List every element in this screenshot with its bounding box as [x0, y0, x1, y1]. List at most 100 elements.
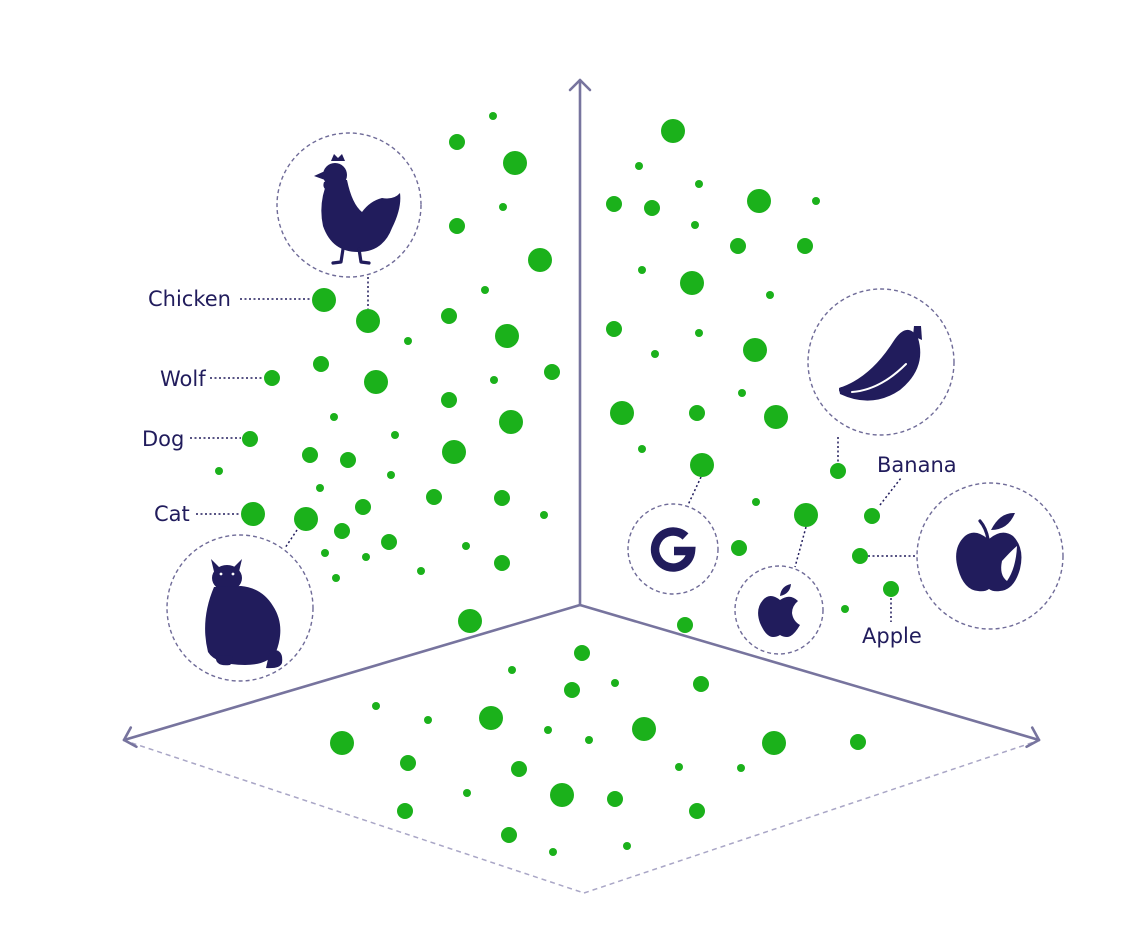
embedding-dot	[766, 291, 774, 299]
embedding-dot	[550, 783, 574, 807]
embedding-dot	[574, 645, 590, 661]
embedding-dot	[489, 112, 497, 120]
embedding-dot	[449, 134, 465, 150]
embedding-dot	[321, 549, 329, 557]
embedding-dot	[449, 218, 465, 234]
embedding-dot	[611, 679, 619, 687]
embedding-dot	[549, 848, 557, 856]
embedding-dot	[355, 499, 371, 515]
embedding-dot	[675, 763, 683, 771]
embedding-dot	[391, 431, 399, 439]
embedding-dot	[397, 803, 413, 819]
label-cat: Cat	[154, 502, 190, 526]
embedding-dot	[503, 151, 527, 175]
axes	[122, 78, 1041, 749]
leader-lines	[190, 277, 916, 622]
embedding-dot	[511, 761, 527, 777]
embedding-dot	[334, 523, 350, 539]
embedding-dot	[689, 803, 705, 819]
embedding-dot	[387, 471, 395, 479]
embedding-dot	[638, 445, 646, 453]
apple-logo-icon	[758, 584, 800, 637]
embedding-dot	[864, 508, 880, 524]
label-chicken: Chicken	[148, 287, 231, 311]
embedding-dot	[738, 389, 746, 397]
embedding-dot	[610, 401, 634, 425]
embedding-dot	[852, 548, 868, 564]
embedding-dot	[730, 238, 746, 254]
embedding-dot	[424, 716, 432, 724]
embedding-dot	[797, 238, 813, 254]
embedding-dot	[294, 507, 318, 531]
embedding-dot	[441, 308, 457, 324]
embedding-dot	[632, 717, 656, 741]
embedding-dot	[242, 431, 258, 447]
embedding-dot	[330, 731, 354, 755]
embedding-dot	[651, 350, 659, 358]
embedding-dot	[404, 337, 412, 345]
embedding-dot	[623, 842, 631, 850]
embedding-dot	[764, 405, 788, 429]
embedding-dot	[356, 309, 380, 333]
embedding-dot	[691, 221, 699, 229]
embedding-dot	[661, 119, 685, 143]
embedding-dot	[264, 370, 280, 386]
embedding-dot	[606, 321, 622, 337]
embedding-dot	[680, 271, 704, 295]
embedding-dot	[501, 827, 517, 843]
embedding-dot	[794, 503, 818, 527]
label-banana: Banana	[877, 453, 957, 477]
embedding-dot	[479, 706, 503, 730]
embedding-dot	[381, 534, 397, 550]
embedding-dot	[695, 180, 703, 188]
google-circle	[627, 503, 719, 595]
embedding-dot	[362, 553, 370, 561]
embedding-dot	[544, 364, 560, 380]
embedding-dot	[372, 702, 380, 710]
embedding-dot	[606, 196, 622, 212]
embedding-dot	[540, 511, 548, 519]
embedding-dot	[747, 189, 771, 213]
embedding-dot	[494, 490, 510, 506]
embedding-dot	[241, 502, 265, 526]
embedding-dot	[762, 731, 786, 755]
label-apple: Apple	[862, 624, 922, 648]
embedding-dot	[830, 463, 846, 479]
embedding-dot	[499, 203, 507, 211]
embedding-dot	[312, 288, 336, 312]
embedding-dot	[644, 200, 660, 216]
embedding-dot	[743, 338, 767, 362]
chicken-icon	[314, 154, 401, 265]
embedding-dot	[490, 376, 498, 384]
embedding-dot	[544, 726, 552, 734]
embedding-dot	[481, 286, 489, 294]
embedding-dots	[215, 112, 899, 856]
embedding-dot	[564, 682, 580, 698]
embedding-dot	[215, 467, 223, 475]
banana-icon	[839, 326, 922, 401]
label-dog: Dog	[142, 427, 185, 451]
embedding-dot	[458, 609, 482, 633]
embedding-dot	[607, 791, 623, 807]
floor-outline	[122, 739, 1041, 894]
embedding-dot	[690, 453, 714, 477]
embedding-dot	[528, 248, 552, 272]
cat-icon	[205, 559, 283, 669]
right-axis	[578, 603, 1041, 749]
embedding-dot	[841, 605, 849, 613]
embedding-dot	[737, 764, 745, 772]
embedding-dot	[638, 266, 646, 274]
apple-fruit-icon	[956, 512, 1022, 592]
embedding-dot	[689, 405, 705, 421]
embedding-dot	[330, 413, 338, 421]
embedding-dot	[302, 447, 318, 463]
embedding-dot	[316, 484, 324, 492]
embedding-dot	[731, 540, 747, 556]
label-wolf: Wolf	[160, 367, 206, 391]
embedding-dot	[495, 324, 519, 348]
embedding-dot	[585, 736, 593, 744]
embedding-dot	[364, 370, 388, 394]
embedding-dot	[442, 440, 466, 464]
embedding-dot	[693, 676, 709, 692]
